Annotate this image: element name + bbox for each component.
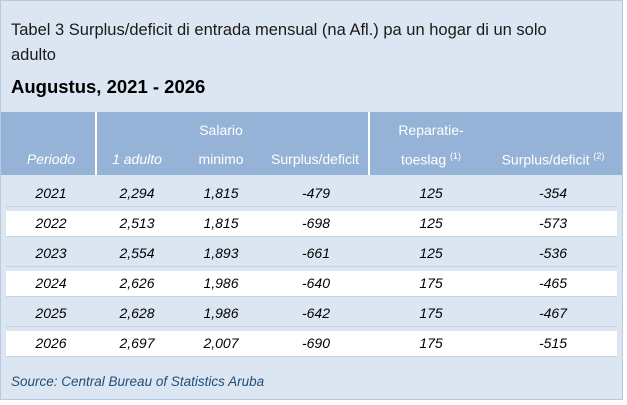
cell-adulto: 2,697 [119,335,155,351]
cell-adulto: 2,628 [119,305,155,321]
cell-adulto: 2,513 [119,215,155,231]
table-row: 2024 2,626 1,986 -640 175 -465 [6,271,617,297]
table-row: 2023 2,554 1,893 -661 125 -536 [6,241,617,267]
header-reparatie-top: Reparatie- [398,122,464,138]
header-periodo: Periodo [26,151,76,167]
cell-salario: 1,815 [203,185,239,201]
cell-surplus2: -465 [538,275,568,291]
cell-surplus: -698 [301,215,331,231]
cell-year: 2021 [35,185,67,201]
cell-salario: 1,893 [203,245,239,261]
header-surplus-deficit-2: Surplus/deficit (2) [489,151,617,168]
cell-adulto: 2,294 [119,185,155,201]
title-line-2: adulto [11,46,56,64]
cell-surplus: -642 [301,305,331,321]
cell-reparatie: 125 [419,245,443,261]
table-row: 2025 2,628 1,986 -642 175 -467 [6,301,617,327]
header-salario-bottom: minimo [198,151,244,167]
cell-reparatie: 175 [419,305,443,321]
header-salario-top: Salario [199,122,243,138]
header-surplus-deficit: Surplus/deficit [271,151,359,167]
cell-reparatie: 125 [419,185,443,201]
cell-surplus2: -536 [538,245,568,261]
header-surplus2-label: Surplus/deficit [501,151,590,168]
cell-year: 2024 [35,275,67,291]
table-subtitle: Augustus, 2021 - 2026 [11,76,206,97]
cell-reparatie: 175 [419,335,443,351]
table-title: Tabel 3 Surplus/deficit di entrada mensu… [11,18,611,68]
cell-surplus: -661 [301,245,331,261]
table-row: 2022 2,513 1,815 -698 125 -573 [6,211,617,237]
cell-surplus2: -515 [538,335,568,351]
header-reparatie-note: (1) [450,151,462,161]
cell-year: 2022 [35,215,67,231]
cell-adulto: 2,626 [119,275,155,291]
cell-salario: 1,815 [203,215,239,231]
table-header: Periodo 1 adulto Salario minimo Surplus/… [1,112,622,175]
header-adulto: 1 adulto [112,151,162,167]
cell-surplus: -479 [301,185,331,201]
cell-salario: 1,986 [203,275,239,291]
cell-year: 2026 [35,335,67,351]
cell-surplus: -640 [301,275,331,291]
cell-reparatie: 175 [419,275,443,291]
title-line-1: Tabel 3 Surplus/deficit di entrada mensu… [11,21,547,39]
cell-year: 2023 [35,245,67,261]
cell-year: 2025 [35,305,67,321]
table-row: 2021 2,294 1,815 -479 125 -354 [6,181,617,207]
header-reparatie-label: toeslag [400,151,447,168]
table-row: 2026 2,697 2,007 -690 175 -515 [6,331,617,357]
cell-surplus2: -354 [538,185,568,201]
cell-salario: 2,007 [203,335,239,351]
cell-surplus2: -573 [538,215,568,231]
header-surplus2-note: (2) [593,151,605,161]
header-divider-2 [368,112,370,175]
cell-reparatie: 125 [419,215,443,231]
cell-surplus2: -467 [538,305,568,321]
cell-adulto: 2,554 [119,245,155,261]
cell-surplus: -690 [301,335,331,351]
header-reparatie-bottom: toeslag (1) [376,151,486,168]
cell-salario: 1,986 [203,305,239,321]
source-note: Source: Central Bureau of Statistics Aru… [11,374,265,389]
header-divider-1 [95,112,97,175]
